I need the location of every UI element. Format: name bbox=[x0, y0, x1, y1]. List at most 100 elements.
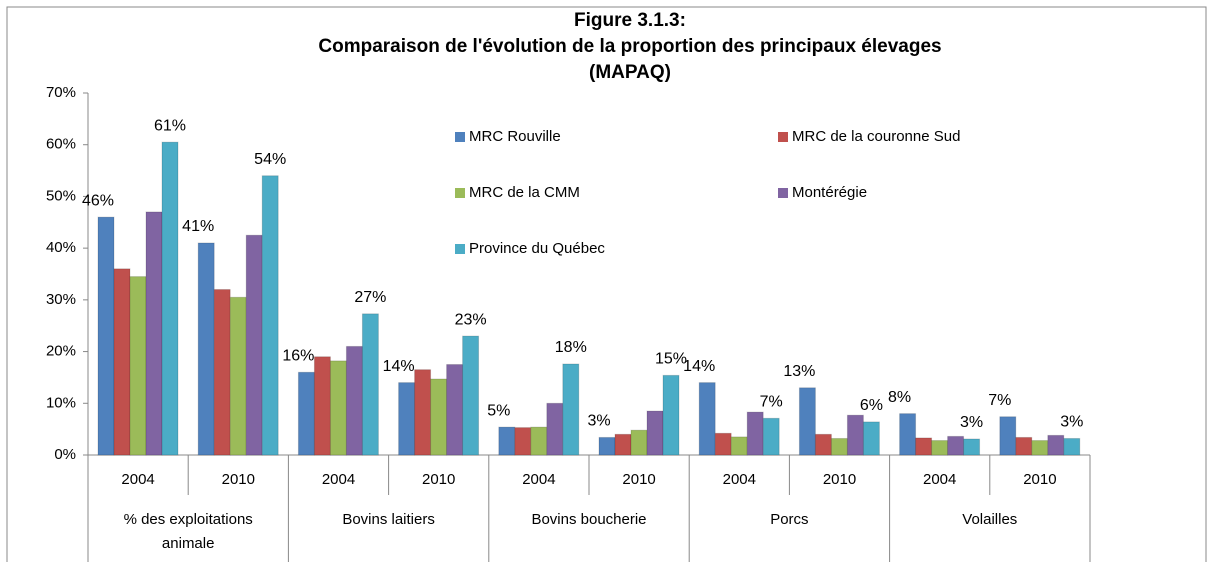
bar bbox=[145, 211, 163, 456]
x-tick-label: 2010 bbox=[622, 471, 655, 488]
bar bbox=[430, 378, 448, 456]
bar bbox=[1047, 434, 1065, 456]
data-label: 46% bbox=[82, 192, 114, 209]
data-label: 27% bbox=[354, 289, 386, 306]
bar bbox=[931, 440, 949, 456]
data-label: 3% bbox=[1060, 414, 1083, 431]
data-label: 14% bbox=[683, 358, 715, 375]
group-label: Volailles bbox=[962, 511, 1018, 528]
legend-swatch bbox=[455, 132, 465, 142]
bar bbox=[762, 417, 780, 456]
x-tick-label: 2004 bbox=[923, 471, 956, 488]
data-label: 15% bbox=[655, 351, 687, 368]
bar bbox=[462, 335, 480, 456]
y-tick-label: 10% bbox=[46, 394, 76, 411]
bar bbox=[498, 426, 516, 456]
bar bbox=[1063, 437, 1081, 456]
bar bbox=[562, 363, 580, 456]
y-tick-label: 60% bbox=[46, 136, 76, 153]
bar bbox=[1015, 436, 1033, 456]
bar bbox=[846, 414, 864, 456]
bar bbox=[329, 360, 347, 456]
y-tick-label: 50% bbox=[46, 187, 76, 204]
legend-label: MRC Rouville bbox=[469, 128, 561, 145]
bar bbox=[814, 433, 832, 456]
bar bbox=[213, 289, 231, 456]
group-label: Porcs bbox=[770, 511, 809, 528]
data-label: 23% bbox=[455, 311, 487, 328]
bar bbox=[862, 421, 880, 456]
data-label: 16% bbox=[282, 347, 314, 364]
data-label: 14% bbox=[383, 358, 415, 375]
data-label: 5% bbox=[487, 402, 510, 419]
bar bbox=[915, 437, 933, 456]
x-tick-label: 2010 bbox=[222, 471, 255, 488]
y-tick-label: 40% bbox=[46, 239, 76, 256]
bar bbox=[261, 175, 279, 456]
bar bbox=[97, 216, 115, 456]
data-label: 13% bbox=[783, 363, 815, 380]
bar bbox=[999, 416, 1017, 456]
x-tick-label: 2004 bbox=[522, 471, 555, 488]
bar bbox=[113, 268, 131, 456]
x-tick-label: 2010 bbox=[1023, 471, 1056, 488]
bar bbox=[446, 364, 464, 456]
data-label: 41% bbox=[182, 218, 214, 235]
bar bbox=[197, 242, 215, 456]
x-tick-label: 2004 bbox=[322, 471, 355, 488]
data-label: 3% bbox=[587, 413, 610, 430]
bar bbox=[730, 436, 748, 456]
x-tick-label: 2010 bbox=[823, 471, 856, 488]
data-label: 7% bbox=[988, 392, 1011, 409]
bar bbox=[714, 432, 732, 456]
bar bbox=[361, 313, 379, 456]
chart-title: Figure 3.1.3: bbox=[574, 10, 686, 31]
bar bbox=[414, 369, 432, 456]
legend-label: MRC de la CMM bbox=[469, 184, 580, 201]
bar bbox=[297, 371, 315, 456]
bar bbox=[514, 427, 532, 456]
x-tick-label: 2004 bbox=[121, 471, 154, 488]
bar bbox=[830, 437, 848, 456]
x-tick-label: 2004 bbox=[723, 471, 756, 488]
data-label: 3% bbox=[960, 414, 983, 431]
legend-label: Montérégie bbox=[792, 184, 867, 201]
legend-swatch bbox=[455, 188, 465, 198]
y-tick-label: 0% bbox=[54, 446, 76, 463]
y-tick-label: 30% bbox=[46, 291, 76, 308]
bar bbox=[1031, 440, 1049, 456]
data-label: 61% bbox=[154, 117, 186, 134]
legend-swatch bbox=[778, 132, 788, 142]
bar bbox=[313, 356, 331, 456]
legend-swatch bbox=[455, 244, 465, 254]
group-label: Bovins laitiers bbox=[342, 511, 435, 528]
bar bbox=[899, 413, 917, 456]
bar bbox=[530, 426, 548, 456]
bar bbox=[398, 382, 416, 456]
bar bbox=[698, 382, 716, 456]
bar bbox=[598, 436, 616, 456]
bar bbox=[161, 141, 179, 456]
frame bbox=[6, 6, 1207, 562]
bar bbox=[229, 296, 247, 456]
bar bbox=[546, 402, 564, 456]
legend-label: MRC de la couronne Sud bbox=[792, 128, 960, 145]
x-tick-label: 2010 bbox=[422, 471, 455, 488]
data-label: 54% bbox=[254, 151, 286, 168]
bar bbox=[798, 387, 816, 456]
legend-swatch bbox=[778, 188, 788, 198]
bar bbox=[947, 435, 965, 456]
bar bbox=[630, 429, 648, 456]
group-label: Bovins boucherie bbox=[531, 511, 647, 528]
data-label: 6% bbox=[860, 397, 883, 414]
group-label: % des exploitations animale bbox=[123, 511, 253, 552]
data-label: 18% bbox=[555, 339, 587, 356]
bar bbox=[963, 438, 981, 456]
bar bbox=[129, 276, 147, 456]
bar bbox=[646, 410, 664, 456]
bar bbox=[245, 234, 263, 456]
y-tick-label: 20% bbox=[46, 343, 76, 360]
chart-subtitle: Comparaison de l'évolution de la proport… bbox=[318, 36, 942, 83]
